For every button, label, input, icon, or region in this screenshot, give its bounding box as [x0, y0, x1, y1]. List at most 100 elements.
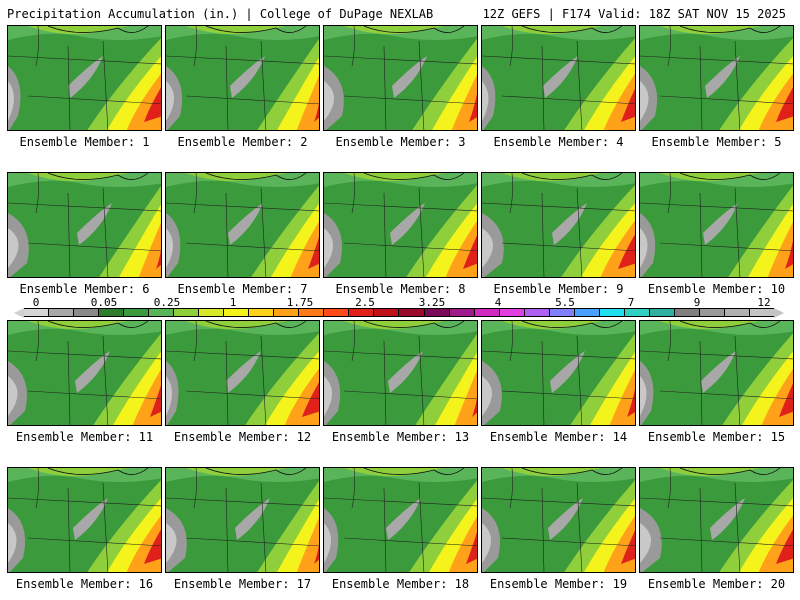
- map-frame: [7, 467, 162, 573]
- ensemble-member-label: Ensemble Member: 7: [177, 282, 308, 296]
- colorbar-swatch: [524, 309, 550, 316]
- colorbar-swatch: [224, 309, 250, 316]
- map-frame: [7, 320, 162, 426]
- colorbar-swatch: [574, 309, 600, 316]
- colorbar-swatch: [549, 309, 575, 316]
- ensemble-member-panel: Ensemble Member: 16: [7, 467, 162, 591]
- map-frame: [323, 172, 478, 278]
- ensemble-member-panel: Ensemble Member: 6: [7, 172, 162, 296]
- ensemble-member-panel: Ensemble Member: 5: [639, 25, 794, 149]
- colorbar-swatch: [349, 309, 375, 316]
- colorbar-tick-label: 0.05: [90, 296, 118, 309]
- precip-map: [166, 321, 319, 425]
- colorbar-swatch: [449, 309, 475, 316]
- ensemble-member-label: Ensemble Member: 20: [647, 577, 786, 591]
- ensemble-member-label: Ensemble Member: 5: [651, 135, 782, 149]
- colorbar-swatch: [724, 309, 750, 316]
- map-frame: [481, 25, 636, 131]
- ensemble-member-label: Ensemble Member: 4: [493, 135, 624, 149]
- colorbar-tick-label: 4: [494, 296, 502, 309]
- map-title: Precipitation Accumulation (in.) | Colle…: [7, 7, 434, 21]
- colorbar-swatch: [274, 309, 300, 316]
- map-frame: [165, 25, 320, 131]
- colorbar-swatch: [124, 309, 150, 316]
- ensemble-member-label: Ensemble Member: 14: [489, 430, 628, 444]
- map-frame: [481, 172, 636, 278]
- ensemble-member-label: Ensemble Member: 15: [647, 430, 786, 444]
- precip-map: [8, 26, 161, 130]
- colorbar-tick-label: 9: [693, 296, 701, 309]
- precip-map: [324, 26, 477, 130]
- ensemble-member-panel: Ensemble Member: 8: [323, 172, 478, 296]
- ensemble-member-panel: Ensemble Member: 17: [165, 467, 320, 591]
- model-run-info: 12Z GEFS | F174 Valid: 18Z SAT NOV 15 20…: [482, 7, 786, 21]
- ensemble-member-panel: Ensemble Member: 19: [481, 467, 636, 591]
- precip-map: [166, 173, 319, 277]
- ensemble-member-label: Ensemble Member: 6: [19, 282, 150, 296]
- ensemble-member-label: Ensemble Member: 11: [15, 430, 154, 444]
- ensemble-member-panel: Ensemble Member: 3: [323, 25, 478, 149]
- precip-map: [640, 173, 793, 277]
- colorbar-tick-label: 2.5: [355, 296, 375, 309]
- colorbar-swatch: [624, 309, 650, 316]
- precip-map: [640, 26, 793, 130]
- map-frame: [481, 320, 636, 426]
- precip-map: [482, 26, 635, 130]
- colorbar-swatch: [499, 309, 525, 316]
- precip-map: [640, 468, 793, 572]
- colorbar-swatch: [199, 309, 225, 316]
- map-frame: [323, 320, 478, 426]
- colorbar-swatch: [599, 309, 625, 316]
- precip-map: [166, 468, 319, 572]
- ensemble-member-label: Ensemble Member: 17: [173, 577, 312, 591]
- colorbar-low-arrow: [14, 308, 24, 318]
- ensemble-member-panel: Ensemble Member: 10: [639, 172, 794, 296]
- colorbar-tick-label: 12: [757, 296, 771, 309]
- map-frame: [639, 467, 794, 573]
- precip-map: [324, 173, 477, 277]
- precip-map: [640, 321, 793, 425]
- ensemble-member-panel: Ensemble Member: 11: [7, 320, 162, 444]
- map-frame: [165, 467, 320, 573]
- ensemble-member-label: Ensemble Member: 12: [173, 430, 312, 444]
- ensemble-member-panel: Ensemble Member: 14: [481, 320, 636, 444]
- ensemble-member-label: Ensemble Member: 8: [335, 282, 466, 296]
- ensemble-member-label: Ensemble Member: 2: [177, 135, 308, 149]
- colorbar-tick-label: 1: [229, 296, 237, 309]
- precip-map: [166, 26, 319, 130]
- colorbar-swatch: [474, 309, 500, 316]
- colorbar-swatch: [399, 309, 425, 316]
- map-frame: [7, 172, 162, 278]
- precip-map: [8, 173, 161, 277]
- colorbar-swatch: [649, 309, 675, 316]
- colorbar-swatches: [24, 308, 774, 317]
- colorbar-tick-label: 3.25: [418, 296, 446, 309]
- ensemble-member-panel: Ensemble Member: 2: [165, 25, 320, 149]
- ensemble-member-label: Ensemble Member: 10: [647, 282, 786, 296]
- precip-map: [482, 468, 635, 572]
- ensemble-member-panel: Ensemble Member: 12: [165, 320, 320, 444]
- colorbar-swatch: [174, 309, 200, 316]
- ensemble-member-label: Ensemble Member: 1: [19, 135, 150, 149]
- ensemble-member-label: Ensemble Member: 9: [493, 282, 624, 296]
- ensemble-member-label: Ensemble Member: 19: [489, 577, 628, 591]
- ensemble-member-label: Ensemble Member: 18: [331, 577, 470, 591]
- ensemble-member-panel: Ensemble Member: 15: [639, 320, 794, 444]
- colorbar-swatch: [324, 309, 350, 316]
- precip-map: [8, 468, 161, 572]
- precip-map: [324, 321, 477, 425]
- colorbar-tick-label: 5.5: [555, 296, 575, 309]
- map-frame: [481, 467, 636, 573]
- map-frame: [323, 467, 478, 573]
- colorbar-tick-label: 7: [627, 296, 635, 309]
- colorbar-swatch: [424, 309, 450, 316]
- ensemble-member-panel: Ensemble Member: 7: [165, 172, 320, 296]
- colorbar-swatch: [749, 309, 774, 316]
- ensemble-member-panel: Ensemble Member: 4: [481, 25, 636, 149]
- colorbar-swatch: [24, 309, 50, 316]
- precip-map: [324, 468, 477, 572]
- precip-map: [8, 321, 161, 425]
- colorbar-swatch: [49, 309, 75, 316]
- header: Precipitation Accumulation (in.) | Colle…: [0, 0, 800, 24]
- colorbar-tick-label: 1.75: [286, 296, 314, 309]
